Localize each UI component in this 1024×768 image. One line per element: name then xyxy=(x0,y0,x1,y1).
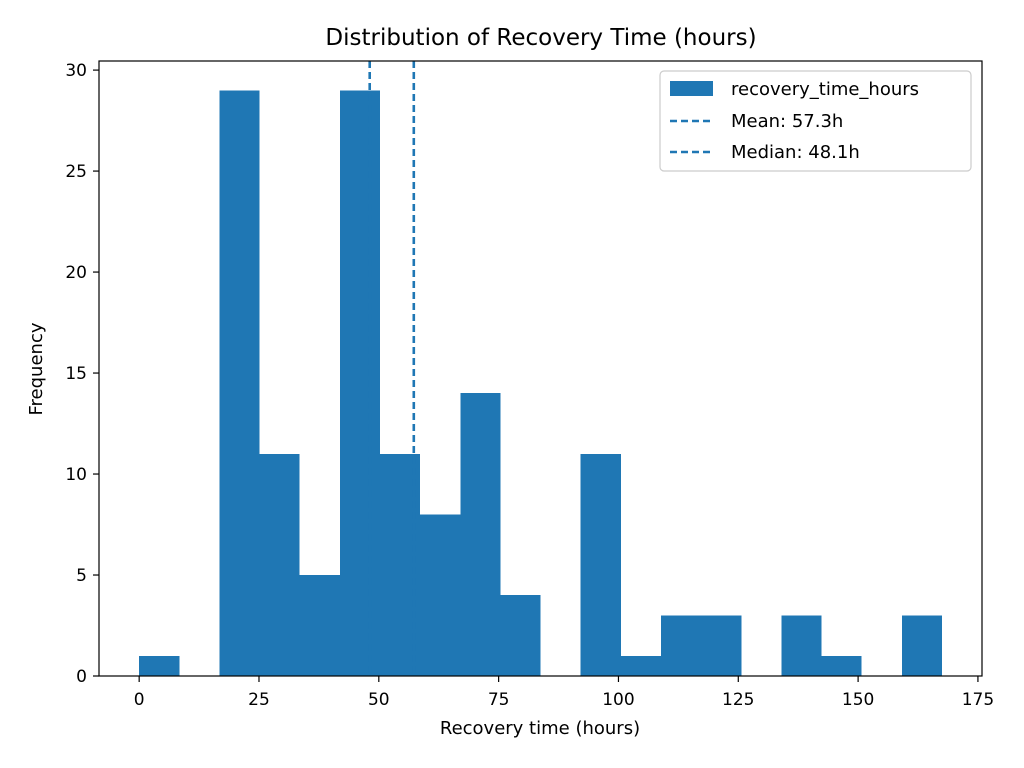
y-tick-label: 30 xyxy=(65,61,87,81)
y-axis-ticks: 0 5 10 15 20 25 30 xyxy=(65,61,99,687)
histogram-bars xyxy=(139,90,942,677)
histogram-bar xyxy=(259,453,300,676)
y-tick-label: 25 xyxy=(65,162,87,182)
histogram-bar xyxy=(781,615,822,676)
x-tick-label: 175 xyxy=(962,690,994,710)
y-tick-label: 20 xyxy=(65,263,87,283)
histogram-bar xyxy=(380,453,421,676)
y-tick-label: 5 xyxy=(76,566,87,586)
legend-label-median: Median: 48.1h xyxy=(731,142,860,163)
x-tick-label: 0 xyxy=(134,690,145,710)
x-tick-label: 150 xyxy=(842,690,874,710)
x-tick-label: 100 xyxy=(602,690,634,710)
histogram-bar xyxy=(339,90,381,677)
x-tick-label: 75 xyxy=(488,690,510,710)
y-tick-label: 15 xyxy=(65,364,87,384)
histogram-bar xyxy=(139,655,180,676)
reference-lines xyxy=(368,61,416,676)
histogram-bar xyxy=(219,90,260,677)
y-axis-label: Frequency xyxy=(26,322,47,415)
plot-frame xyxy=(98,60,983,677)
y-tick-label: 0 xyxy=(76,667,87,687)
y-tick-label: 10 xyxy=(65,465,87,485)
chart-title: Distribution of Recovery Time (hours) xyxy=(325,25,756,51)
legend-label-recovery-time-hours: recovery_time_hours xyxy=(731,79,919,100)
histogram-bar xyxy=(580,453,621,676)
histogram-bar xyxy=(701,615,742,676)
legend-label-mean: Mean: 57.3h xyxy=(731,111,843,132)
histogram-bar xyxy=(420,514,461,676)
x-tick-label: 125 xyxy=(722,690,754,710)
histogram-bar xyxy=(500,595,541,676)
histogram-bar xyxy=(660,615,702,676)
legend-patch-recovery-time-hours xyxy=(670,81,713,96)
histogram-bar xyxy=(901,615,942,676)
x-axis-ticks: 0 25 50 75 100 125 150 175 xyxy=(134,676,994,710)
histogram-bar xyxy=(821,655,862,676)
x-tick-label: 50 xyxy=(368,690,390,710)
legend-box xyxy=(659,70,972,172)
x-tick-label: 25 xyxy=(248,690,270,710)
x-axis-label: Recovery time (hours) xyxy=(440,718,640,739)
histogram-bar xyxy=(620,655,661,676)
legend: recovery_time_hours Mean: 57.3h Median: … xyxy=(659,70,972,172)
histogram-bar xyxy=(299,575,340,676)
histogram-bar xyxy=(460,393,501,676)
